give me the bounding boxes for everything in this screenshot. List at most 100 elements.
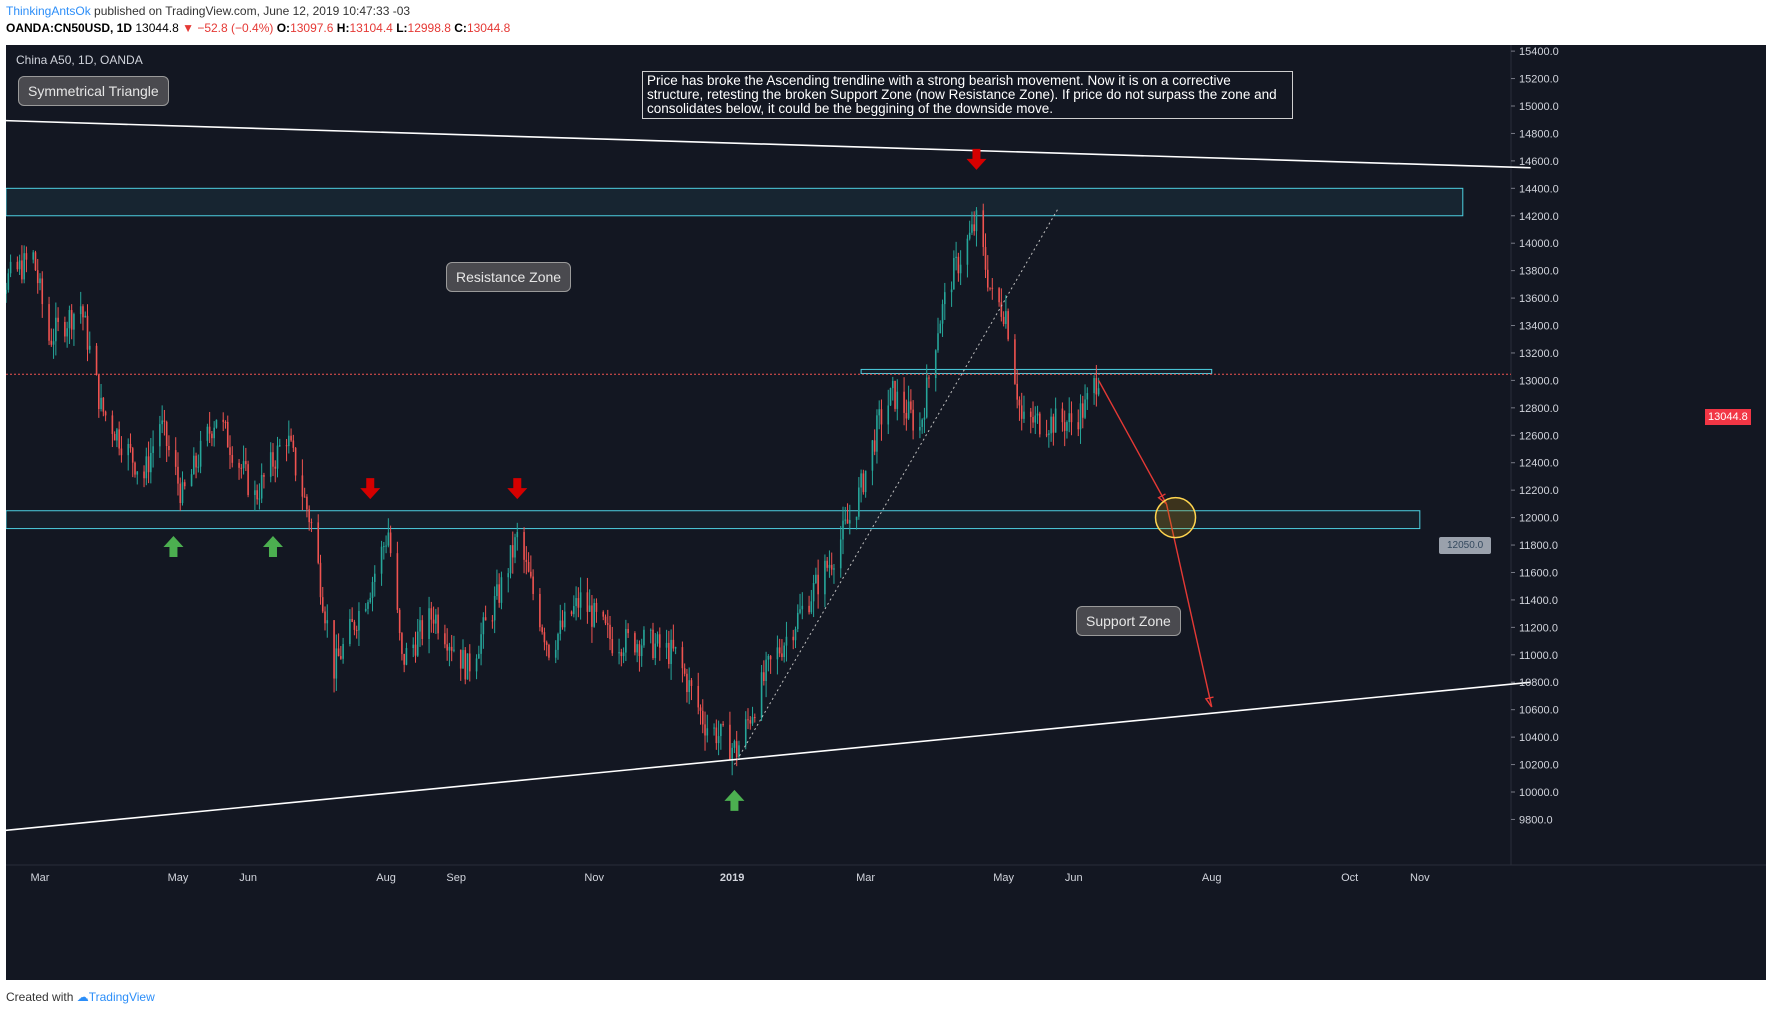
candle-body xyxy=(973,224,976,232)
candle-body xyxy=(446,644,448,651)
candle-body xyxy=(213,427,215,439)
candle-body xyxy=(559,620,562,634)
candle-body xyxy=(749,720,752,724)
candle-body xyxy=(353,621,356,630)
close-value: 13044.8 xyxy=(466,21,511,35)
y-tick-label: 12600.0 xyxy=(1519,430,1559,442)
candle-body xyxy=(215,419,218,428)
candle-body xyxy=(450,646,453,651)
x-tick-label: 2019 xyxy=(720,872,744,884)
candle-body xyxy=(32,252,35,260)
y-tick-label: 9800.0 xyxy=(1519,814,1553,826)
candle-body xyxy=(767,655,770,660)
candle-body xyxy=(1077,422,1080,430)
resistance-zone-callout[interactable]: Resistance Zone xyxy=(446,262,572,292)
candle-body xyxy=(959,264,962,274)
candle-body xyxy=(903,391,905,413)
candle-body xyxy=(174,450,177,467)
candle-body xyxy=(326,620,329,624)
symmetrical-triangle-callout[interactable]: Symmetrical Triangle xyxy=(18,76,169,106)
candle-body xyxy=(1016,383,1018,400)
candle-body xyxy=(317,522,320,563)
candle-body xyxy=(910,401,912,410)
candle-body xyxy=(9,261,12,274)
candle-body xyxy=(276,445,279,469)
candle-body xyxy=(563,611,566,628)
candle-body xyxy=(618,652,620,654)
candle-body xyxy=(355,629,358,631)
candle-body xyxy=(878,409,881,416)
candle-body xyxy=(665,642,668,648)
trendline-upper-triangle[interactable] xyxy=(6,119,1531,169)
candle-body xyxy=(656,634,659,644)
candle-body xyxy=(557,633,559,650)
candle-body xyxy=(462,650,464,669)
candle-body xyxy=(73,314,75,330)
candle-body xyxy=(437,614,439,634)
candle-body xyxy=(116,429,118,441)
y-tick-label: 13400.0 xyxy=(1519,321,1559,333)
zone-resistance-zone[interactable] xyxy=(6,187,1464,217)
y-tick-label: 12000.0 xyxy=(1519,513,1559,525)
projection-arrow-line[interactable] xyxy=(1098,380,1168,505)
candle-body xyxy=(373,573,376,582)
candle-body xyxy=(941,304,944,324)
candle-body xyxy=(224,421,227,423)
y-tick-label: 12800.0 xyxy=(1519,403,1559,415)
trendline-ascending-trendline[interactable] xyxy=(734,208,1059,765)
candle-body xyxy=(573,606,575,615)
candle-body xyxy=(595,602,598,612)
candle-body xyxy=(722,724,724,726)
candle-body xyxy=(541,627,543,633)
candle-body xyxy=(643,629,645,646)
green-up-arrow-icon xyxy=(724,789,745,811)
tradingview-logo-icon: ☁ xyxy=(76,990,89,1004)
candle-body xyxy=(957,256,960,274)
candle-body xyxy=(989,287,991,289)
tradingview-link[interactable]: TradingView xyxy=(88,990,155,1004)
y-tick-label: 10600.0 xyxy=(1519,705,1559,717)
candle-body xyxy=(403,653,405,665)
candle-body xyxy=(1063,422,1066,431)
x-tick-label: Mar xyxy=(31,872,50,884)
support-zone-callout[interactable]: Support Zone xyxy=(1076,606,1181,636)
trendline-lower-triangle[interactable] xyxy=(6,681,1531,833)
candle-body xyxy=(211,433,213,439)
candle-body xyxy=(860,473,862,488)
target-circle[interactable] xyxy=(1154,496,1197,539)
candle-body xyxy=(145,456,148,479)
price-chart[interactable]: 9800.0 10000.0 10200.0 10400.0 10600.0 10800.… xyxy=(6,45,1766,980)
analysis-note[interactable]: Price has broke the Ascending trendline … xyxy=(642,71,1293,119)
candle-body xyxy=(181,482,184,504)
candle-body xyxy=(826,560,828,568)
candle-body xyxy=(285,445,288,447)
candle-body xyxy=(971,224,973,233)
candle-body xyxy=(554,649,557,658)
chart-area[interactable]: 9800.0 10000.0 10200.0 10400.0 10600.0 10800.… xyxy=(6,45,1766,980)
candle-body xyxy=(1054,408,1057,433)
candle-body xyxy=(812,582,815,602)
candle-body xyxy=(383,546,385,548)
candle-body xyxy=(303,496,306,498)
candle-body xyxy=(668,642,670,664)
candle-body xyxy=(435,614,437,624)
candle-body xyxy=(998,288,1000,303)
zone-retest-zone[interactable] xyxy=(860,368,1213,375)
level-price-tag[interactable]: 12050.0 xyxy=(1439,537,1492,554)
candle-body xyxy=(134,462,136,475)
author-link[interactable]: ThinkingAntsOk xyxy=(6,4,91,18)
candle-body xyxy=(453,649,455,651)
candle-body xyxy=(511,545,514,558)
candle-body xyxy=(815,574,817,583)
candle-body xyxy=(389,532,392,554)
candle-body xyxy=(405,648,408,665)
candle-body xyxy=(25,253,28,260)
candle-body xyxy=(113,434,116,441)
zone-support-zone[interactable] xyxy=(6,510,1421,530)
candle-body xyxy=(398,609,401,634)
y-tick-label: 14600.0 xyxy=(1519,156,1559,168)
candle-body xyxy=(88,345,91,350)
high-value: 13104.4 xyxy=(349,21,393,35)
candle-body xyxy=(575,598,577,607)
candle-body xyxy=(263,475,265,477)
